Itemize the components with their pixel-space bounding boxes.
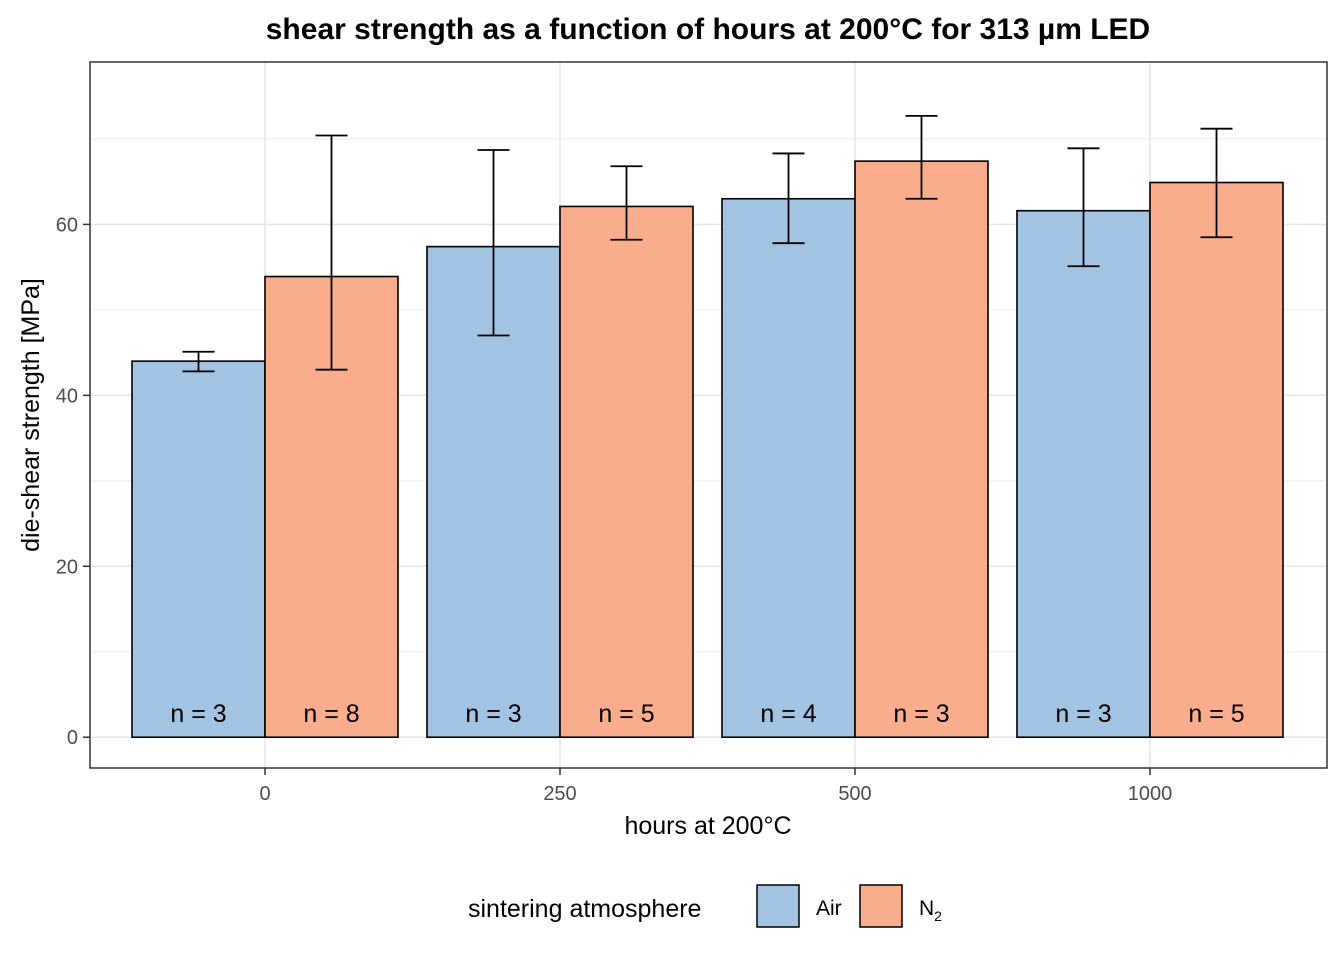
n-label: n = 5	[598, 700, 654, 728]
plot-panel-border	[89, 61, 1328, 769]
n-label: n = 3	[1055, 700, 1111, 728]
bar-n2-250	[559, 205, 694, 739]
legend-label-n2-subscript: 2	[934, 908, 942, 924]
x-axis: 0 250 500 1000	[259, 768, 1172, 805]
y-tick-label: 40	[56, 385, 78, 407]
x-tick-label: 500	[838, 783, 871, 805]
legend-label-n2-base: N	[919, 897, 934, 920]
n-label: n = 5	[1188, 700, 1244, 728]
n-label: n = 4	[760, 700, 816, 728]
y-axis-title: die-shear strength [MPa]	[17, 278, 45, 552]
bar-air-500	[721, 197, 856, 739]
y-axis: 0 20 40 60	[56, 214, 90, 749]
bar-n2-500	[854, 160, 989, 739]
x-tick-label: 250	[543, 783, 576, 805]
bars	[131, 160, 1284, 739]
x-tick-label: 1000	[1128, 783, 1173, 805]
bar-air-1000	[1016, 209, 1151, 739]
y-tick-label: 60	[56, 214, 78, 236]
y-tick-label: 0	[67, 727, 78, 749]
y-tick-label: 20	[56, 556, 78, 578]
legend-label-n2: N2	[919, 897, 942, 924]
legend-title: sintering atmosphere	[468, 895, 701, 923]
n-label: n = 3	[170, 700, 226, 728]
n-label: n = 3	[465, 700, 521, 728]
sample-size-labels: n = 3 n = 3 n = 4 n = 3 n = 8 n = 5 n = 3 n = 5	[170, 700, 1244, 728]
n-label: n = 8	[303, 700, 359, 728]
legend-swatch-air	[756, 884, 800, 928]
legend-swatch-n2	[859, 884, 903, 928]
x-axis-title: hours at 200°C	[624, 812, 791, 840]
chart-title: shear strength as a function of hours at…	[266, 13, 1150, 46]
error-bars	[182, 114, 1233, 373]
bar-air-0	[131, 360, 266, 739]
bar-n2-1000	[1149, 181, 1284, 739]
x-tick-label: 0	[259, 783, 270, 805]
legend: sintering atmosphere Air N2	[468, 884, 942, 928]
n-label: n = 3	[893, 700, 949, 728]
legend-label-air: Air	[816, 897, 842, 920]
